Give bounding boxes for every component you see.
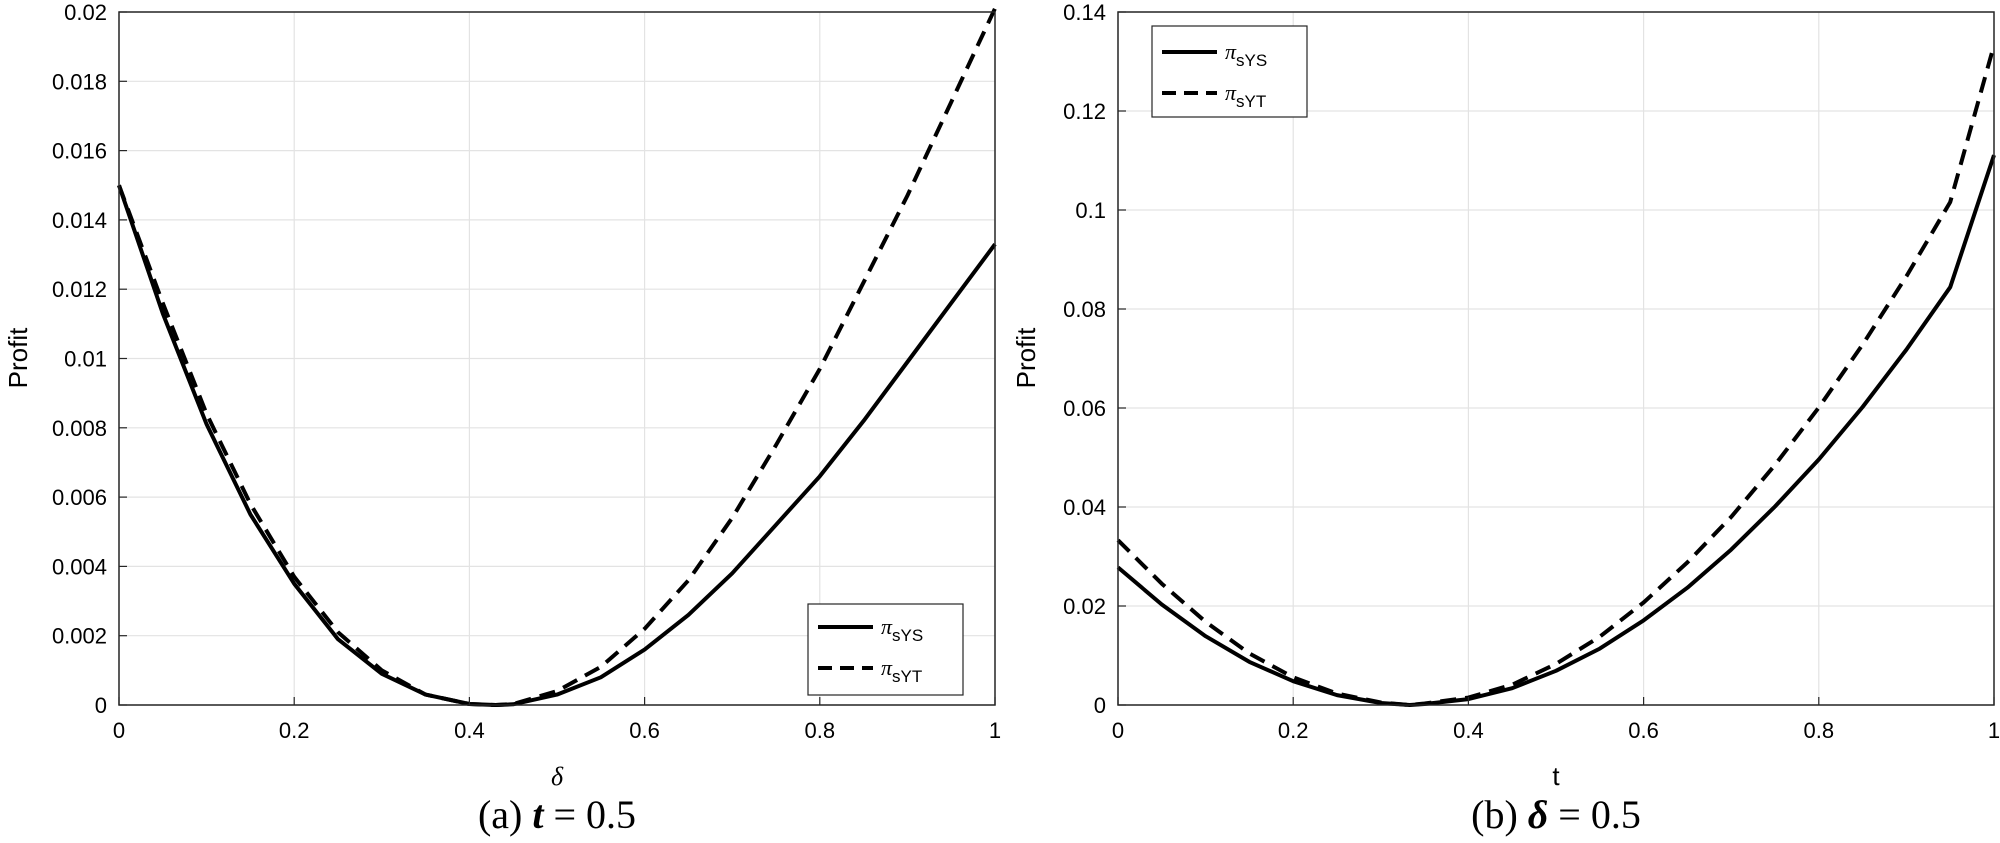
x-ticks-b: 0 0.2 0.4 0.6 0.8 1: [1112, 697, 2000, 743]
y-tick-label: 0.006: [52, 485, 107, 510]
x-tick-label: 0.4: [1453, 718, 1484, 743]
x-tick-label: 0.6: [629, 718, 660, 743]
y-ticks-b: 0 0.02 0.04 0.06 0.08 0.1 0.12 0.14: [1063, 0, 1126, 718]
legend-b: πsYS πsYT: [1151, 25, 1308, 118]
series-line-sYT: [117, 7, 997, 707]
series-line-sYS: [117, 184, 997, 707]
x-tick-label: 0: [1112, 718, 1124, 743]
y-tick-label: 0.06: [1063, 396, 1106, 421]
caption-a: (a) t = 0.5: [478, 792, 636, 837]
x-tick-label: 0.8: [805, 718, 836, 743]
y-tick-label: 0.14: [1063, 0, 1106, 25]
y-tick-label: 0.002: [52, 624, 107, 649]
x-ticks-a: 0 0.2 0.4 0.6 0.8 1: [113, 697, 1001, 743]
y-tick-label: 0.04: [1063, 495, 1106, 520]
x-axis-label-a: δ: [551, 762, 564, 791]
y-tick-label: 0.008: [52, 416, 107, 441]
x-tick-label: 0.4: [454, 718, 485, 743]
y-tick-label: 0.018: [52, 69, 107, 94]
y-tick-label: 0.004: [52, 554, 107, 579]
series-lines-a: [117, 7, 997, 707]
x-tick-label: 1: [989, 718, 1001, 743]
x-tick-label: 0.2: [279, 718, 310, 743]
legend-label-sYS-b: πsYS: [1225, 39, 1267, 70]
x-axis-label-b: t: [1552, 761, 1560, 791]
legend-box-a: [807, 603, 964, 696]
y-tick-label: 0: [95, 693, 107, 718]
y-axis-label-a: Profit: [3, 327, 33, 388]
y-tick-label: 0.1: [1075, 198, 1106, 223]
y-tick-label: 0: [1094, 693, 1106, 718]
legend-label-sYS-a: πsYS: [881, 614, 923, 645]
panel-a: 0 0.2 0.4 0.6 0.8 1 0 0.002 0.004 0.006 0.008 0.01…: [3, 0, 1001, 837]
y-ticks-a: 0 0.002 0.004 0.006 0.008 0.01 0.012 0.014 0.016…: [52, 0, 127, 718]
grid-a: [118, 11, 996, 706]
x-tick-label: 0.8: [1804, 718, 1835, 743]
caption-b: (b) δ = 0.5: [1471, 792, 1641, 837]
x-tick-label: 1: [1988, 718, 2000, 743]
series-line-sYS: [1116, 154, 1996, 707]
y-tick-label: 0.012: [52, 277, 107, 302]
y-tick-label: 0.01: [64, 347, 107, 372]
y-tick-label: 0.12: [1063, 99, 1106, 124]
y-axis-label-b: Profit: [1011, 327, 1041, 388]
legend-a: πsYS πsYT: [807, 603, 964, 696]
y-tick-label: 0.02: [64, 0, 107, 25]
legend-box-b: [1151, 25, 1308, 118]
y-tick-label: 0.08: [1063, 297, 1106, 322]
legend-label-sYT-a: πsYT: [881, 655, 922, 686]
series-line-sYT: [1116, 44, 1996, 707]
panel-b: 0 0.2 0.4 0.6 0.8 1 00.020.040.060.080.10.120…: [1011, 0, 2000, 837]
plot-frame-b: [1117, 11, 1995, 706]
x-tick-label: 0: [113, 718, 125, 743]
x-tick-label: 0.6: [1628, 718, 1659, 743]
legend-label-sYT-b: πsYT: [1225, 80, 1266, 111]
y-tick-label: 0.02: [1063, 594, 1106, 619]
x-tick-label: 0.2: [1278, 718, 1309, 743]
plot-area-b: [1118, 12, 1994, 705]
y-tick-label: 0.014: [52, 208, 107, 233]
y-tick-label: 0.016: [52, 139, 107, 164]
series-lines-b: [1116, 44, 1996, 707]
